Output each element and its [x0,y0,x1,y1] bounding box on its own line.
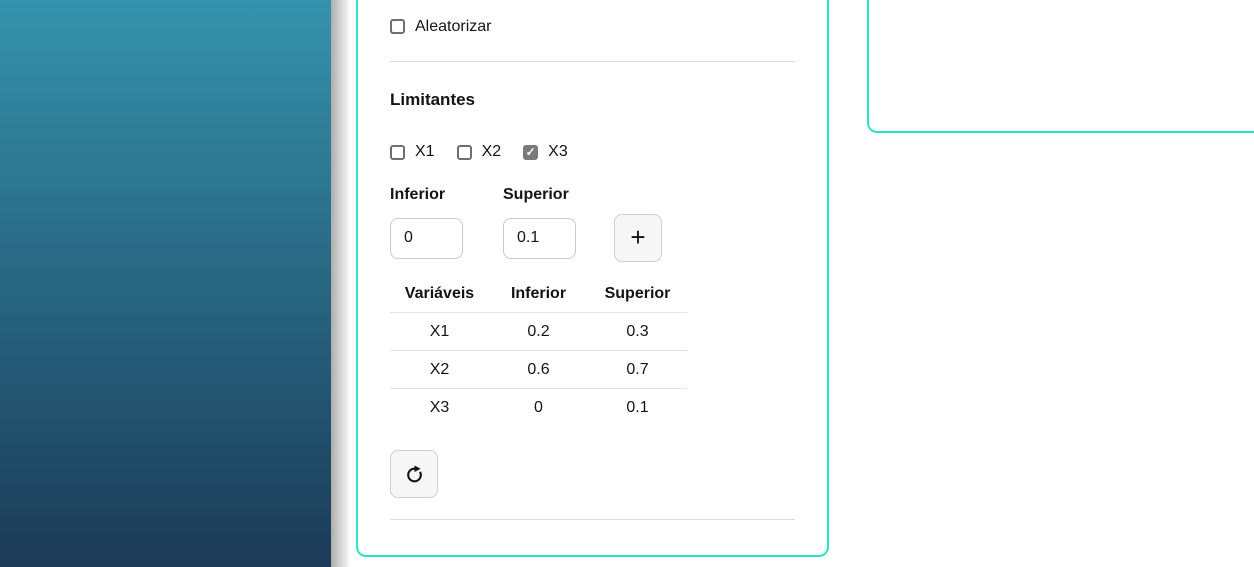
add-bound-button[interactable]: + [614,214,662,262]
col-header-variaveis: Variáveis [404,285,475,302]
results-panel [867,0,1254,133]
inferior-input-label: Inferior [390,186,446,203]
table-row: X2 0.6 0.7 [390,351,687,389]
col-header-superior: Superior [604,285,671,302]
table-row: X1 0.2 0.3 [390,313,687,351]
checkbox-x1-label: X1 [415,143,435,160]
cell-inferior: 0 [534,399,543,416]
cell-superior: 0.1 [626,399,649,416]
checkbox-x2-group[interactable]: X2 [456,143,502,161]
col-header-inferior: Inferior [510,285,567,302]
plus-icon: + [630,222,646,252]
checkbox-x3[interactable] [523,144,539,160]
sidebar-gradient [0,0,351,567]
table-row: X3 0 0.1 [390,389,687,427]
cell-variable: X2 [429,360,450,378]
checkbox-x3-label: X3 [548,143,568,160]
checkbox-x1[interactable] [390,144,405,160]
checkbox-x3-group[interactable]: X3 [523,143,568,161]
limitantes-form-card: Aleatorizar Limitantes X1 X2 X3 Inferior… [356,0,829,557]
inferior-input[interactable] [390,217,463,259]
cell-variable: X1 [429,322,450,340]
superior-input[interactable] [503,217,576,259]
variable-checkbox-row: X1 X2 X3 [390,143,795,161]
aleatorizar-checkbox[interactable] [390,19,405,34]
cell-superior: 0.3 [626,322,649,340]
checkbox-x2[interactable] [456,144,472,160]
limitantes-heading: Limitantes [390,90,476,109]
bounds-input-labels: Inferior Superior [390,186,795,205]
bounds-table-header: Variáveis Inferior Superior [390,276,687,313]
section-divider-top [390,61,795,62]
cell-inferior: 0.6 [527,360,550,378]
refresh-icon [406,464,422,482]
section-divider-bottom [390,519,795,520]
aleatorizar-label: Aleatorizar [415,17,492,35]
bounds-input-row: + [390,214,795,262]
checkbox-x2-label: X2 [481,143,502,160]
bounds-table: Variáveis Inferior Superior X1 0.2 0.3 X… [390,276,687,427]
reset-bounds-button[interactable] [390,450,438,498]
aleatorizar-checkbox-group[interactable]: Aleatorizar [390,18,491,36]
cell-inferior: 0.2 [527,322,550,340]
superior-input-label: Superior [503,186,569,203]
cell-variable: X3 [429,399,450,416]
checkbox-x1-group[interactable]: X1 [390,143,435,161]
cell-superior: 0.7 [626,360,649,378]
